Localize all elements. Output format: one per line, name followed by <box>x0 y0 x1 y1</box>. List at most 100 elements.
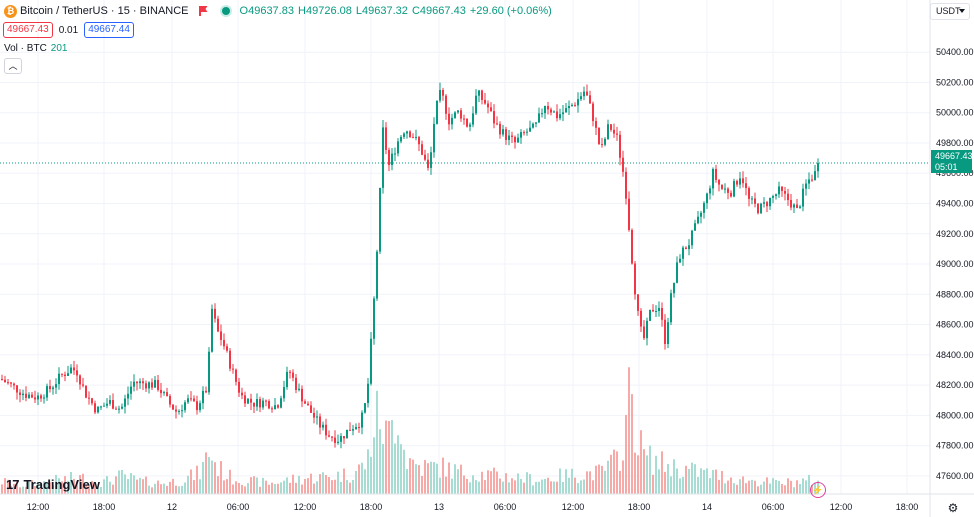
candle-body <box>610 124 612 130</box>
volume-bar <box>625 415 627 494</box>
volume-bar <box>226 479 228 494</box>
volume-bar <box>304 479 306 494</box>
volume-label[interactable]: Vol · BTC <box>4 43 47 54</box>
candle-body <box>61 373 63 375</box>
volume-bar <box>445 476 447 494</box>
volume-bar <box>580 480 582 494</box>
volume-bar <box>505 473 507 494</box>
candle-body <box>484 99 486 104</box>
candle-body <box>352 429 354 431</box>
volume-bar <box>229 469 231 494</box>
candle-body <box>688 245 690 250</box>
candle-body <box>316 416 318 418</box>
candle-body <box>349 429 351 431</box>
time-tick-label: 06:00 <box>227 502 250 512</box>
time-tick-label: 12:00 <box>830 502 853 512</box>
candle-body <box>175 409 177 412</box>
candle-body <box>181 410 183 412</box>
candle-body <box>202 390 204 404</box>
candle-body <box>499 123 501 135</box>
candle-body <box>517 137 519 143</box>
volume-bar <box>184 482 186 494</box>
lightning-icon[interactable]: ⚡ <box>810 482 826 498</box>
volume-bar <box>238 482 240 494</box>
volume-bars <box>1 367 819 494</box>
candle-body <box>445 95 447 114</box>
volume-bar <box>127 479 129 494</box>
sell-button[interactable]: 49667.43 <box>3 22 53 38</box>
price-tick-label: 47600.00 <box>936 471 974 481</box>
candle-body <box>421 144 423 155</box>
volume-bar <box>667 464 669 494</box>
volume-bar <box>706 468 708 494</box>
tradingview-logo[interactable]: 17 TradingView <box>6 477 100 492</box>
time-axis[interactable]: 12:00 18:00 12 06:00 12:00 18:00 13 06:00 12:00 1… <box>27 502 919 512</box>
volume-bar <box>367 449 369 494</box>
volume-bar <box>535 481 537 494</box>
price-axis[interactable]: 50400.00 50200.00 50000.00 49800.00 49600.00… <box>936 47 974 481</box>
candle-body <box>742 178 744 184</box>
volume-bar <box>751 479 753 494</box>
candle-body <box>58 373 60 385</box>
market-status-icon[interactable] <box>221 7 230 15</box>
volume-bar <box>64 476 66 494</box>
candle-body <box>736 180 738 185</box>
volume-bar <box>652 474 654 494</box>
tradingview-name: TradingView <box>23 477 100 492</box>
volume-bar <box>274 483 276 494</box>
candle-body <box>535 122 537 124</box>
volume-bar <box>685 465 687 494</box>
candle-body <box>634 263 636 295</box>
gear-icon[interactable]: ⚙ <box>947 501 959 515</box>
candle-body <box>784 191 786 194</box>
volume-bar <box>337 471 339 494</box>
candle-body <box>343 436 345 439</box>
volume-bar <box>658 469 660 494</box>
candle-body <box>520 132 522 138</box>
candle-body <box>46 386 48 398</box>
volume-bar <box>715 469 717 494</box>
volume-bar <box>13 483 15 494</box>
buy-button[interactable]: 49667.44 <box>84 22 134 38</box>
volume-bar <box>439 477 441 494</box>
candle-body <box>79 375 81 385</box>
candle-body <box>367 383 369 404</box>
volume-bar <box>604 470 606 494</box>
time-tick-label: 18:00 <box>93 502 116 512</box>
candle-body <box>415 136 417 138</box>
candle-body <box>760 203 762 214</box>
currency-selector[interactable]: USDT <box>930 3 970 20</box>
flag-icon[interactable] <box>198 6 208 16</box>
volume-bar <box>298 475 300 494</box>
chart-grid <box>0 0 930 494</box>
volume-bar <box>526 472 528 494</box>
volume-bar <box>787 478 789 494</box>
candle-body <box>322 424 324 428</box>
candle-body <box>607 124 609 139</box>
volume-bar <box>325 475 327 494</box>
volume-bar <box>154 483 156 494</box>
volume-bar <box>565 469 567 494</box>
candle-body <box>31 394 33 398</box>
candle-body <box>118 408 120 410</box>
chevron-up-icon[interactable]: ︿ <box>4 58 22 74</box>
candle-body <box>700 212 702 217</box>
candle-body <box>76 370 78 376</box>
candle-body <box>727 188 729 193</box>
volume-bar <box>511 478 513 494</box>
price-tick-label: 48800.00 <box>936 289 974 299</box>
candle-body <box>691 230 693 246</box>
volume-bar <box>619 470 621 494</box>
candle-body <box>73 367 75 371</box>
symbol-title[interactable]: Bitcoin / TetherUS · 15 · BINANCE <box>20 5 189 17</box>
candle-body <box>799 206 801 208</box>
candle-body <box>40 395 42 399</box>
time-tick-label: 13 <box>434 502 444 512</box>
volume-bar <box>208 457 210 494</box>
candle-body <box>601 144 603 146</box>
candle-body <box>112 400 114 409</box>
volume-bar <box>205 452 207 494</box>
time-tick-label: 18:00 <box>896 502 919 512</box>
candle-body <box>28 394 30 398</box>
